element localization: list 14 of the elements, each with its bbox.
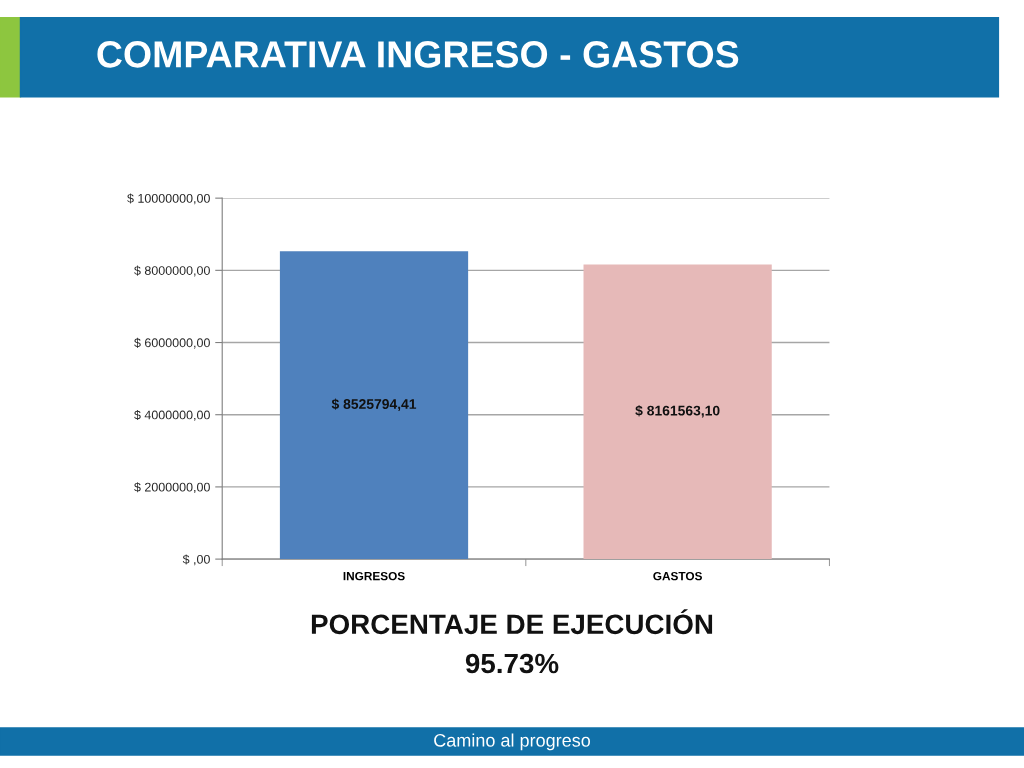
data-label: $ 8525794,41 [331, 398, 417, 411]
y-tick-label: $ ,00 [182, 554, 210, 566]
y-tick-label: $ 4000000,00 [134, 410, 210, 421]
chart-title: COMPARATIVA INGRESO - GASTOS [97, 41, 739, 68]
data-label: $ 8161563,10 [635, 405, 720, 418]
text: Camino al progreso [434, 733, 591, 751]
x-tick-label: INGRESOS [343, 571, 405, 581]
y-tick-label: $ 6000000,00 [134, 337, 210, 349]
x-tick-label: GASTOS [653, 571, 702, 581]
text: PORCENTAJE DE EJECUCIÓN [311, 609, 713, 635]
y-tick-label: $ 10000000,00 [127, 193, 210, 205]
y-tick-label: $ 2000000,00 [134, 482, 210, 494]
text: 95.73% [465, 653, 559, 674]
y-tick-label: $ 8000000,00 [134, 265, 210, 277]
